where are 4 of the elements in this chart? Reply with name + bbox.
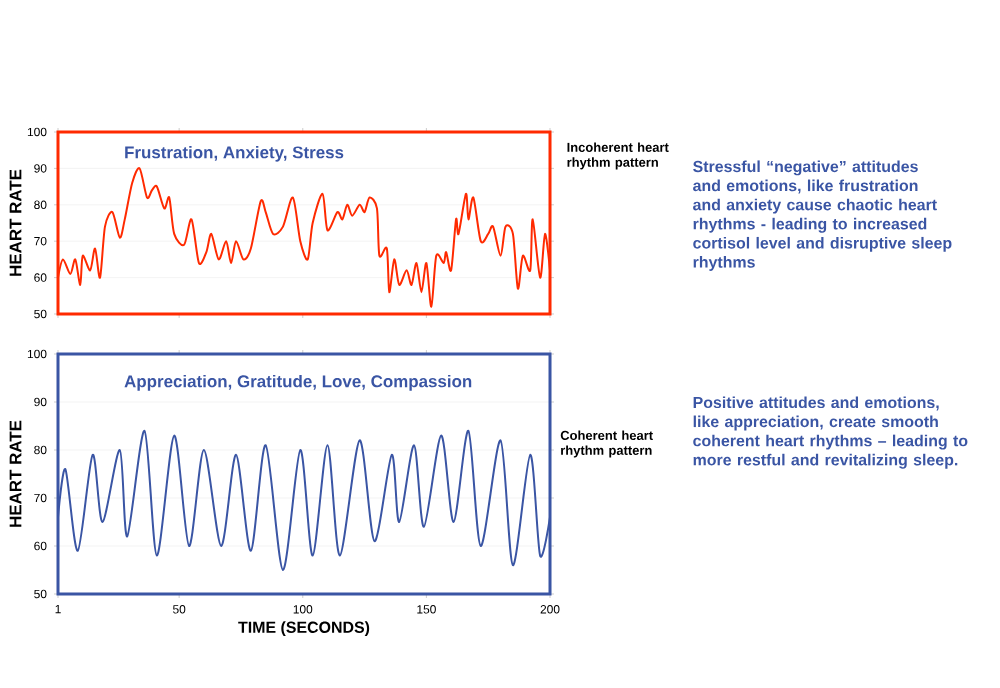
y-axis-title: HEART RATE bbox=[9, 169, 22, 276]
y-axis-title: HEART RATE bbox=[9, 420, 22, 527]
text: Appreciation, Gratitude, Love, Compassion bbox=[124, 374, 472, 391]
text: Frustration, Anxiety, Stress bbox=[125, 145, 344, 162]
